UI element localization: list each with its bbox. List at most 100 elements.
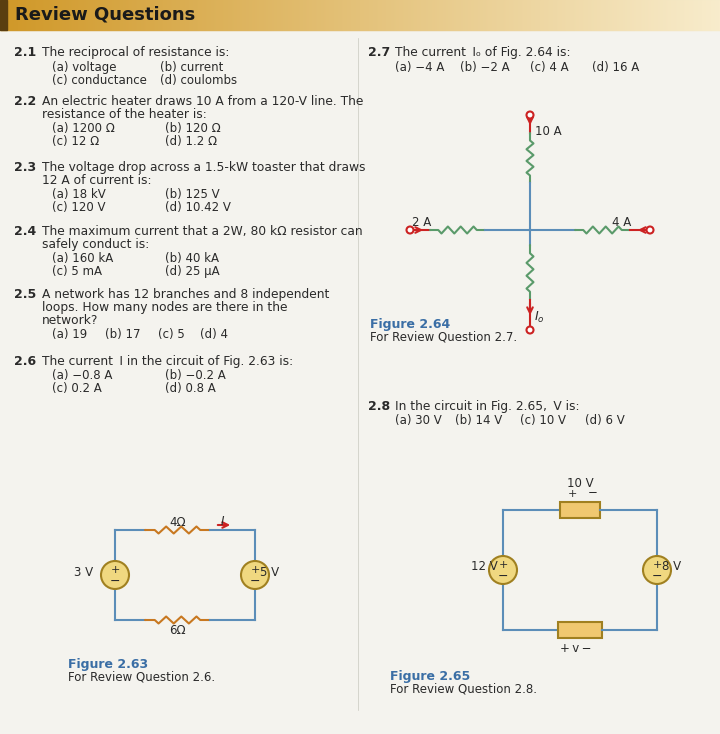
Text: 3 V: 3 V [74,565,93,578]
Circle shape [647,227,654,233]
Bar [74,0,75,30]
Text: loops. How many nodes are there in the: loops. How many nodes are there in the [42,301,287,314]
Bar [454,0,455,30]
Bar [584,0,585,30]
Bar [532,0,533,30]
Bar [671,0,672,30]
Bar [610,0,611,30]
Bar [471,0,472,30]
Bar [273,0,274,30]
Bar [77,0,78,30]
Bar [158,0,159,30]
Bar [264,0,265,30]
Bar [323,0,324,30]
Bar [476,0,477,30]
Text: −: − [588,486,598,499]
Bar [45,0,46,30]
Bar [621,0,622,30]
Bar [564,0,565,30]
Bar [541,0,542,30]
Bar [658,0,659,30]
Bar [109,0,110,30]
Bar [470,0,471,30]
Bar [27,0,28,30]
Bar [351,0,352,30]
Bar [314,0,315,30]
Bar [91,0,92,30]
Bar [4,0,5,30]
Text: (b) 40 kA: (b) 40 kA [165,252,219,265]
Bar [281,0,282,30]
Bar [463,0,464,30]
Bar [462,0,463,30]
Bar [421,0,422,30]
Bar [99,0,100,30]
Bar [67,0,68,30]
Text: The current  Iₒ of Fig. 2.64 is:: The current Iₒ of Fig. 2.64 is: [395,46,570,59]
Bar [9,0,10,30]
Bar [563,0,564,30]
Bar [321,0,322,30]
Text: The maximum current that a 2W, 80 kΩ resistor can: The maximum current that a 2W, 80 kΩ res… [42,225,363,238]
Bar [443,0,444,30]
Bar [369,0,370,30]
Bar [663,0,664,30]
Bar [295,0,296,30]
Bar [565,0,566,30]
Bar [626,0,627,30]
Bar [458,0,459,30]
Bar [260,0,261,30]
Bar [302,0,303,30]
Bar [300,0,301,30]
Bar [678,0,679,30]
Bar [307,0,308,30]
Bar [403,0,404,30]
Bar [469,0,470,30]
Bar [404,0,405,30]
Text: (a) −0.8 A: (a) −0.8 A [52,369,112,382]
Bar [667,0,668,30]
Bar [93,0,94,30]
Bar [40,0,41,30]
Bar [236,0,237,30]
Bar [87,0,88,30]
Bar [252,0,253,30]
Bar [234,0,235,30]
Bar [715,0,716,30]
Bar [662,0,663,30]
Bar [2,0,3,30]
Text: safely conduct is:: safely conduct is: [42,238,149,251]
Bar [280,0,281,30]
Bar [26,0,27,30]
Circle shape [407,227,413,233]
Bar [334,0,335,30]
Bar [346,0,347,30]
Bar [116,0,117,30]
Bar [650,0,651,30]
Bar [407,0,408,30]
Bar [195,0,196,30]
Bar [358,0,359,30]
Bar [80,0,81,30]
Bar [317,0,318,30]
Bar [515,0,516,30]
Bar [202,0,203,30]
Bar [66,0,67,30]
Bar [17,0,18,30]
Bar [180,0,181,30]
Bar [70,0,71,30]
Bar [84,0,85,30]
Bar [85,0,86,30]
Bar [72,0,73,30]
Circle shape [643,556,671,584]
Bar [298,0,299,30]
Bar [199,0,200,30]
Bar [41,0,42,30]
Bar [277,0,278,30]
Bar [707,0,708,30]
Bar [82,0,83,30]
Bar [267,0,268,30]
Bar [380,0,381,30]
Bar [477,0,478,30]
Bar [332,0,333,30]
